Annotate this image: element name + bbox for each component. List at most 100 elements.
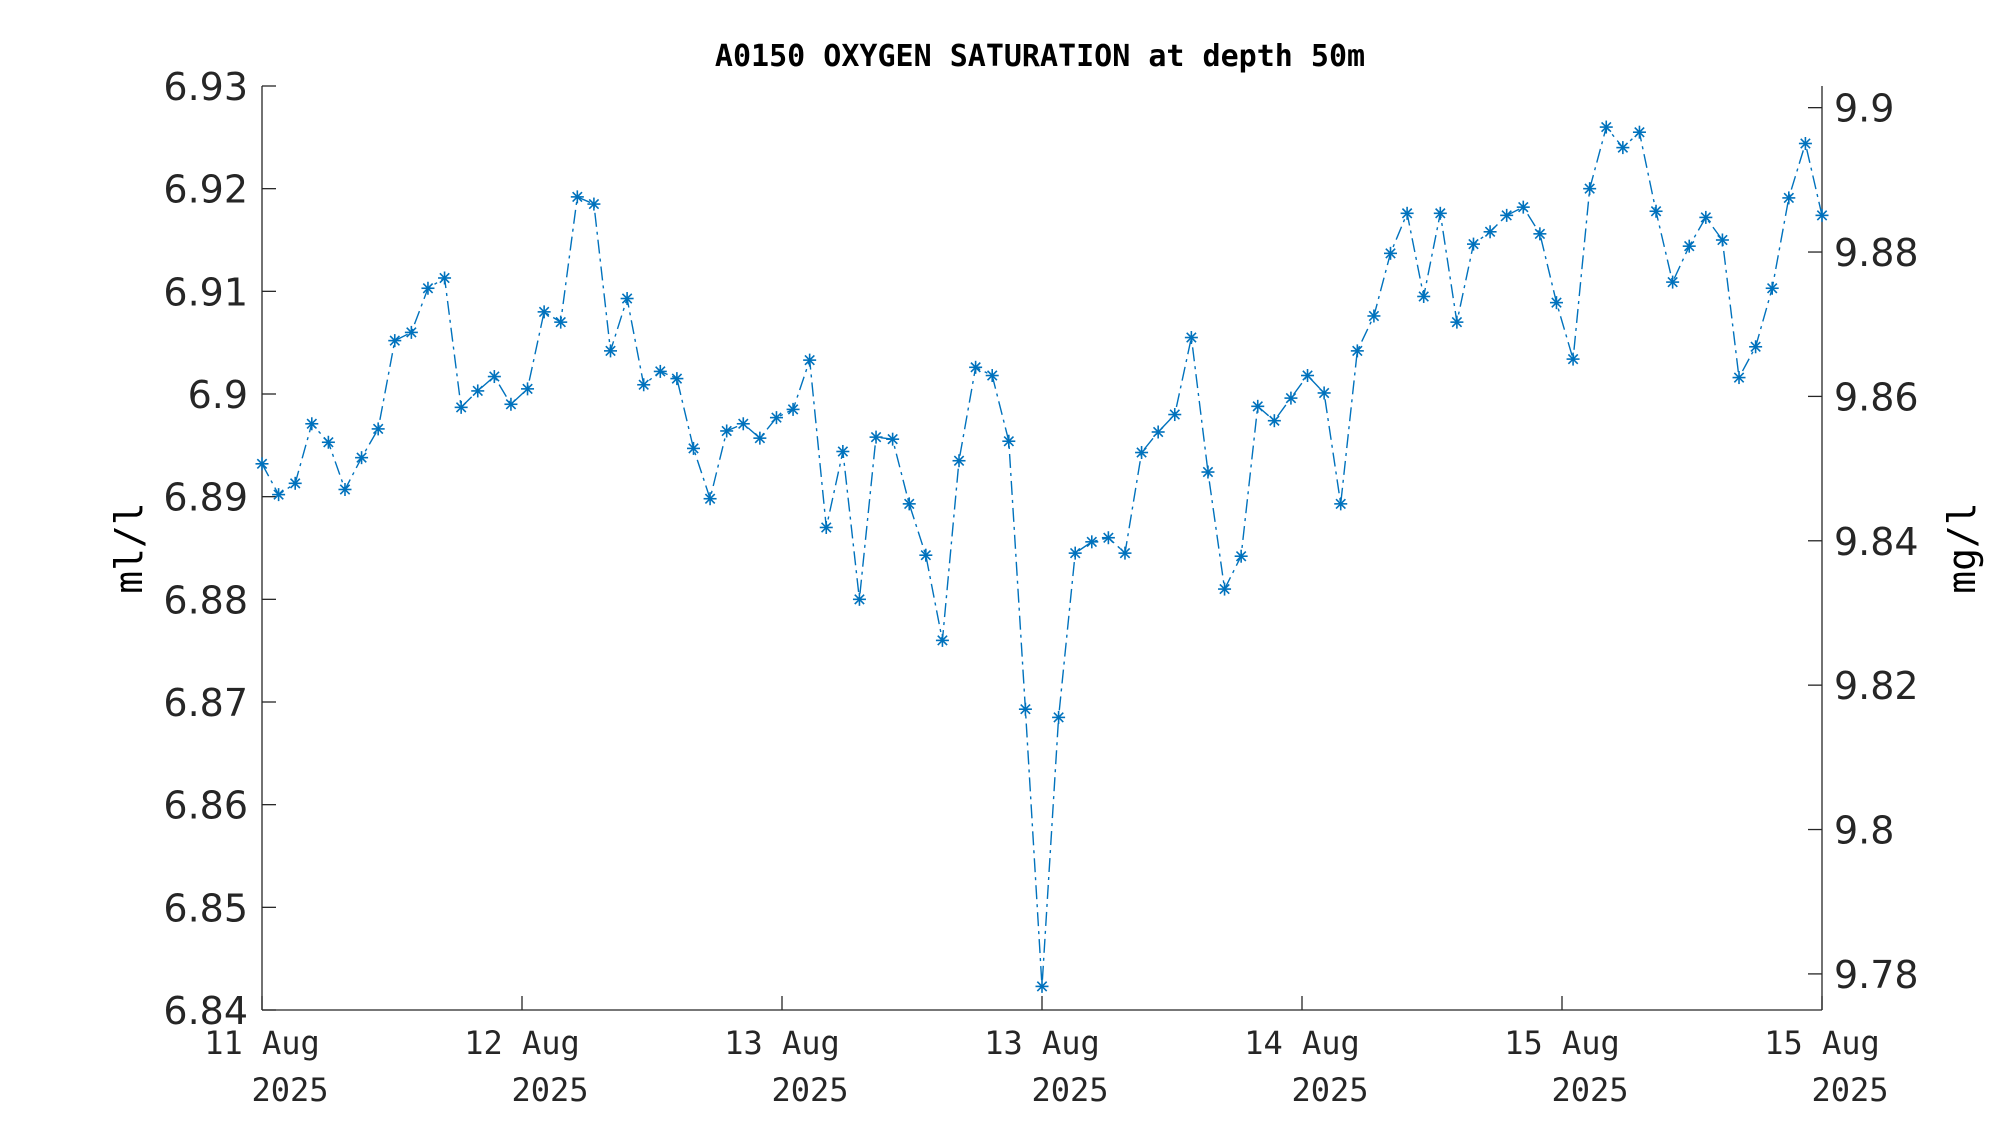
data-point <box>471 384 485 398</box>
data-point <box>570 190 584 204</box>
y-tick-label: 6.87 <box>163 681 248 725</box>
x-tick-year-label: 2025 <box>1811 1071 1888 1109</box>
data-point <box>1085 535 1099 549</box>
data-point <box>1135 446 1149 460</box>
x-tick-day-label: 13 Aug <box>984 1024 1100 1062</box>
data-point <box>1018 702 1032 716</box>
chart-title: A0150 OXYGEN SATURATION at depth 50m <box>715 39 1365 74</box>
data-point <box>1068 546 1082 560</box>
data-point <box>371 422 385 436</box>
series-markers <box>255 120 1829 993</box>
data-point <box>1500 208 1514 222</box>
data-point <box>1466 237 1480 251</box>
data-point <box>1715 233 1729 247</box>
data-point <box>1483 225 1497 239</box>
data-point <box>1815 208 1829 222</box>
data-point <box>803 353 817 367</box>
data-point <box>836 444 850 458</box>
data-point <box>985 369 999 383</box>
data-point <box>1782 191 1796 205</box>
data-point <box>1450 315 1464 329</box>
data-point <box>786 402 800 416</box>
x-tick-day-label: 12 Aug <box>464 1024 580 1062</box>
x-tick-day-label: 15 Aug <box>1764 1024 1880 1062</box>
x-tick-day-label: 14 Aug <box>1244 1024 1360 1062</box>
data-point <box>487 370 501 384</box>
data-point <box>1699 210 1713 224</box>
data-point <box>1798 136 1812 150</box>
data-point <box>554 315 568 329</box>
x-tick-year-label: 2025 <box>1551 1071 1628 1109</box>
data-point <box>1301 369 1315 383</box>
y2-tick-label: 9.86 <box>1834 375 1919 419</box>
data-point <box>1267 414 1281 428</box>
data-point <box>1732 371 1746 385</box>
data-point <box>1599 120 1613 134</box>
data-point <box>1367 309 1381 323</box>
x-tick-day-label: 15 Aug <box>1504 1024 1620 1062</box>
data-point <box>1749 340 1763 354</box>
y2-tick-label: 9.9 <box>1834 87 1894 131</box>
data-point <box>902 497 916 511</box>
x-tick-year-label: 2025 <box>511 1071 588 1109</box>
y2-tick-label: 9.88 <box>1834 231 1919 275</box>
x-tick-year-label: 2025 <box>771 1071 848 1109</box>
y-tick-label: 6.91 <box>163 270 248 314</box>
y-tick-label: 6.93 <box>163 65 248 109</box>
data-point <box>305 417 319 431</box>
y2-axis-label: mg/l <box>1940 502 1984 594</box>
data-point <box>1218 582 1232 596</box>
y2-tick-label: 9.8 <box>1834 809 1894 853</box>
x-ticks: 11 Aug 2025 12 Aug 2025 13 Aug 2025 13 Aug 2025… <box>204 996 1889 1109</box>
data-point <box>1616 141 1630 155</box>
data-point <box>1765 281 1779 295</box>
data-point <box>736 417 750 431</box>
data-point <box>1583 182 1597 196</box>
data-point <box>604 344 618 358</box>
data-point <box>1649 204 1663 218</box>
y-tick-label: 6.85 <box>163 886 248 930</box>
data-point <box>1035 979 1049 993</box>
data-point <box>454 400 468 414</box>
data-point <box>852 592 866 606</box>
left-y-ticks: 6.84 6.85 6.86 6.87 6.88 6.89 6.9 6.91 6.92 6.93 <box>163 65 276 1033</box>
data-point <box>1234 549 1248 563</box>
data-point <box>404 325 418 339</box>
data-point <box>1549 296 1563 310</box>
data-point <box>869 430 883 444</box>
data-point <box>1052 710 1066 724</box>
data-point <box>720 424 734 438</box>
data-point <box>1516 200 1530 214</box>
x-tick-day-label: 11 Aug <box>204 1024 320 1062</box>
data-point <box>1168 408 1182 422</box>
data-point <box>1682 239 1696 253</box>
data-point <box>1433 206 1447 220</box>
y-tick-label: 6.9 <box>188 373 248 417</box>
data-point <box>1317 386 1331 400</box>
y-tick-label: 6.86 <box>163 784 248 828</box>
y-axis-label: ml/l <box>107 502 151 594</box>
data-point <box>637 378 651 392</box>
data-point <box>969 360 983 374</box>
data-point <box>1417 289 1431 303</box>
data-point <box>1284 391 1298 405</box>
data-point <box>587 197 601 211</box>
data-point <box>1400 206 1414 220</box>
series-line <box>261 125 1823 987</box>
data-point <box>1350 344 1364 358</box>
data-point <box>653 364 667 378</box>
data-point <box>620 292 634 306</box>
data-point <box>919 548 933 562</box>
data-point <box>521 382 535 396</box>
data-point <box>819 520 833 534</box>
data-point <box>1251 399 1265 413</box>
y-tick-label: 6.92 <box>163 168 248 212</box>
series-oxygen <box>255 120 1829 993</box>
y2-tick-label: 9.82 <box>1834 664 1919 708</box>
data-point <box>1201 465 1215 479</box>
data-point <box>703 492 717 506</box>
data-point <box>886 432 900 446</box>
data-point <box>952 454 966 468</box>
y-tick-label: 6.89 <box>163 476 248 520</box>
